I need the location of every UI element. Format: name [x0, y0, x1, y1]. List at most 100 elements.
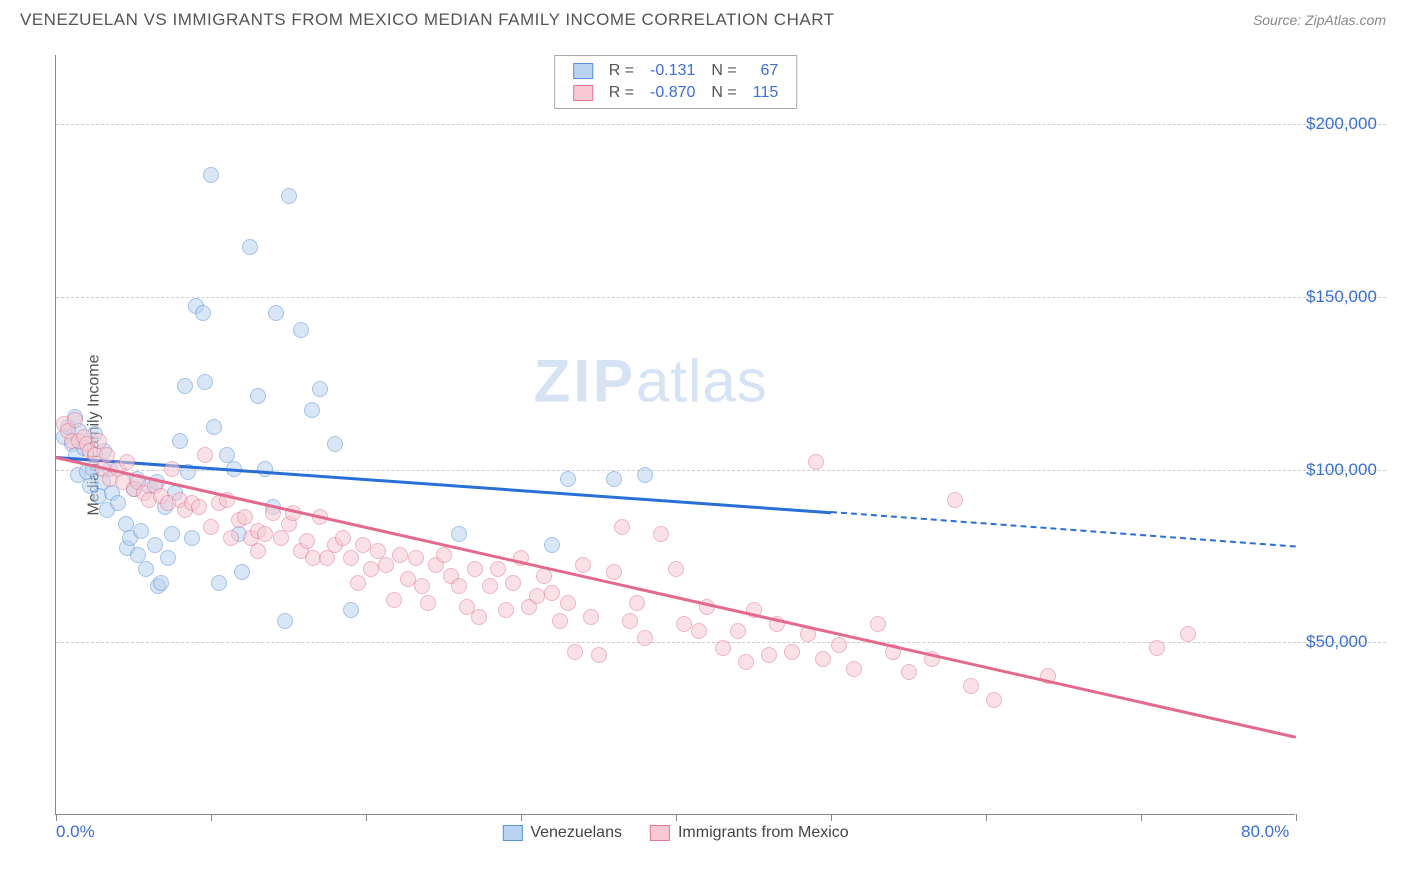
data-point: [963, 678, 979, 694]
data-point: [583, 609, 599, 625]
legend-n-value: 67: [745, 60, 787, 82]
data-point: [257, 526, 273, 542]
data-point: [250, 388, 266, 404]
data-point: [164, 461, 180, 477]
data-point: [67, 412, 83, 428]
data-point: [378, 557, 394, 573]
data-point: [138, 561, 154, 577]
chart-title: VENEZUELAN VS IMMIGRANTS FROM MEXICO MED…: [20, 10, 835, 30]
data-point: [133, 523, 149, 539]
data-point: [177, 378, 193, 394]
data-point: [606, 564, 622, 580]
data-point: [761, 647, 777, 663]
data-point: [436, 547, 452, 563]
legend-item: Immigrants from Mexico: [650, 824, 849, 842]
data-point: [164, 526, 180, 542]
legend-r-label: R =: [601, 60, 642, 82]
data-point: [637, 467, 653, 483]
data-point: [408, 550, 424, 566]
data-point: [668, 561, 684, 577]
legend-n-value: 115: [745, 82, 787, 104]
data-point: [552, 613, 568, 629]
data-point: [147, 537, 163, 553]
data-point: [567, 644, 583, 660]
data-point: [544, 537, 560, 553]
y-tick-label: $50,000: [1306, 632, 1367, 652]
trend-extrapolation: [831, 511, 1296, 548]
data-point: [119, 454, 135, 470]
data-point: [268, 305, 284, 321]
data-point: [110, 495, 126, 511]
data-point: [544, 585, 560, 601]
x-tick: [521, 814, 522, 821]
data-point: [846, 661, 862, 677]
data-point: [203, 167, 219, 183]
data-point: [784, 644, 800, 660]
data-point: [808, 454, 824, 470]
gridline: [56, 124, 1386, 125]
data-point: [160, 550, 176, 566]
y-tick-label: $200,000: [1306, 114, 1377, 134]
data-point: [622, 613, 638, 629]
data-point: [414, 578, 430, 594]
x-tick: [676, 814, 677, 821]
data-point: [184, 530, 200, 546]
data-point: [482, 578, 498, 594]
data-point: [172, 433, 188, 449]
x-tick: [1141, 814, 1142, 821]
legend-row: R =-0.131N =67: [565, 60, 787, 82]
legend-r-value: -0.131: [642, 60, 703, 82]
data-point: [363, 561, 379, 577]
data-point: [738, 654, 754, 670]
data-point: [197, 447, 213, 463]
legend-n-label: N =: [703, 82, 744, 104]
data-point: [293, 322, 309, 338]
data-point: [386, 592, 402, 608]
x-tick: [211, 814, 212, 821]
data-point: [319, 550, 335, 566]
x-tick: [366, 814, 367, 821]
legend-item: Venezuelans: [502, 824, 622, 842]
data-point: [730, 623, 746, 639]
plot-area: ZIPatlas Median Family Income R =-0.131N…: [55, 55, 1295, 815]
x-tick-label: 0.0%: [56, 822, 95, 842]
data-point: [203, 519, 219, 535]
gridline: [56, 297, 1386, 298]
x-tick: [986, 814, 987, 821]
data-point: [327, 436, 343, 452]
trend-line: [56, 456, 1297, 738]
data-point: [211, 575, 227, 591]
data-point: [299, 533, 315, 549]
data-point: [560, 471, 576, 487]
legend-swatch: [502, 825, 522, 841]
data-point: [606, 471, 622, 487]
data-point: [304, 402, 320, 418]
chart-container: ZIPatlas Median Family Income R =-0.131N…: [55, 45, 1385, 835]
data-point: [392, 547, 408, 563]
y-tick-label: $100,000: [1306, 460, 1377, 480]
data-point: [575, 557, 591, 573]
data-point: [343, 602, 359, 618]
data-point: [242, 239, 258, 255]
legend-swatch: [573, 85, 593, 101]
y-tick-label: $150,000: [1306, 287, 1377, 307]
data-point: [191, 499, 207, 515]
legend-label: Venezuelans: [530, 824, 622, 842]
data-point: [715, 640, 731, 656]
data-point: [237, 509, 253, 525]
data-point: [471, 609, 487, 625]
data-point: [560, 595, 576, 611]
data-point: [529, 588, 545, 604]
data-point: [901, 664, 917, 680]
legend-label: Immigrants from Mexico: [678, 824, 849, 842]
data-point: [986, 692, 1002, 708]
chart-source: Source: ZipAtlas.com: [1253, 12, 1386, 28]
legend-swatch: [650, 825, 670, 841]
x-tick: [1296, 814, 1297, 821]
data-point: [591, 647, 607, 663]
legend-n-label: N =: [703, 60, 744, 82]
data-point: [350, 575, 366, 591]
data-point: [505, 575, 521, 591]
data-point: [870, 616, 886, 632]
data-point: [281, 188, 297, 204]
